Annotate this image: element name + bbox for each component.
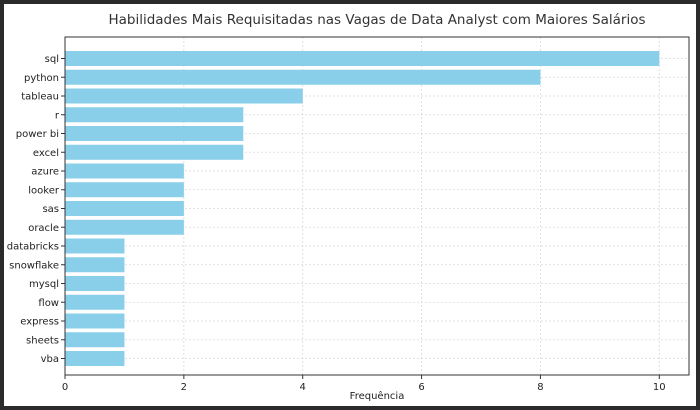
bar-r — [65, 107, 244, 123]
bar-power-bi — [65, 126, 244, 141]
x-tick-label: 6 — [418, 382, 424, 393]
bar-databricks — [65, 238, 125, 254]
bar-chart: Habilidades Mais Requisitadas nas Vagas … — [7, 12, 690, 402]
y-tick-label: databricks — [7, 242, 59, 253]
x-tick-label: 4 — [300, 382, 306, 393]
x-tick-label: 0 — [62, 382, 68, 393]
bar-python — [65, 69, 541, 85]
bar-sheets — [65, 332, 125, 348]
bar-excel — [65, 144, 244, 160]
x-tick-label: 2 — [181, 382, 187, 393]
y-tick-label: snowflake — [9, 260, 59, 271]
bar-azure — [65, 163, 184, 179]
x-axis-label: Frequência — [350, 390, 405, 402]
bar-mysql — [65, 276, 125, 291]
y-tick-label: sas — [42, 204, 59, 215]
bar-sas — [65, 201, 184, 216]
y-tick-label: vba — [41, 354, 59, 365]
bar-looker — [65, 182, 184, 198]
x-tick-label: 10 — [653, 382, 666, 393]
bar-sql — [65, 51, 660, 66]
y-axis-labels: sql python tableau r power bi excel azure looke… — [7, 54, 65, 365]
bar-vba — [65, 351, 125, 366]
bar-express — [65, 313, 125, 329]
y-tick-label: sql — [45, 54, 59, 65]
y-tick-label: r — [55, 110, 60, 121]
y-tick-label: mysql — [29, 279, 59, 290]
bar-flow — [65, 294, 125, 310]
y-tick-label: excel — [33, 148, 59, 159]
y-tick-label: tableau — [21, 92, 59, 103]
x-axis-ticks: 0 2 4 6 8 10 — [62, 375, 666, 393]
bar-tableau — [65, 88, 303, 104]
y-tick-label: looker — [28, 185, 60, 196]
x-tick-label: 8 — [537, 382, 543, 393]
y-tick-label: python — [24, 73, 59, 84]
chart-title: Habilidades Mais Requisitadas nas Vagas … — [108, 12, 645, 28]
axes-box — [64, 36, 690, 376]
y-tick-label: flow — [38, 298, 59, 309]
y-tick-label: sheets — [26, 335, 59, 346]
bar-snowflake — [65, 257, 125, 273]
y-tick-label: express — [20, 317, 59, 328]
y-tick-label: oracle — [28, 223, 59, 234]
y-tick-label: azure — [31, 167, 59, 178]
bars-group — [65, 51, 660, 366]
bar-oracle — [65, 219, 184, 235]
y-tick-label: power bi — [16, 129, 59, 140]
chart-frame: Habilidades Mais Requisitadas nas Vagas … — [4, 4, 696, 406]
